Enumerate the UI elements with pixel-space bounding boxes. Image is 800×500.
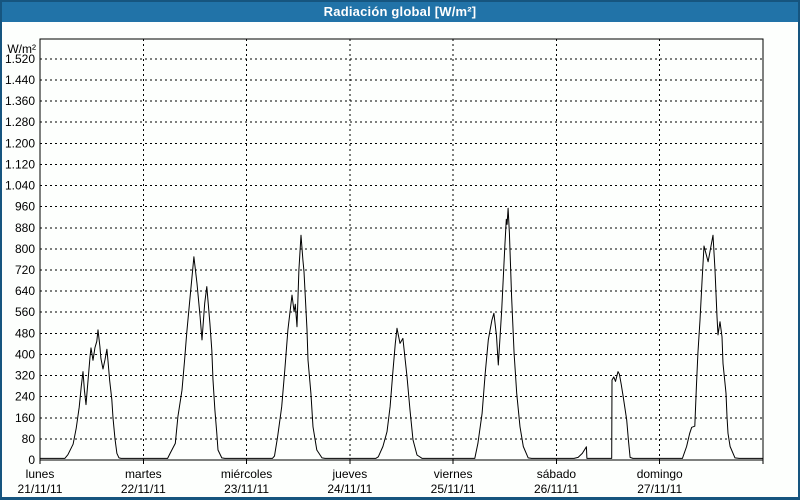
- y-tick-label: 800: [15, 242, 35, 256]
- y-tick-label: 560: [15, 305, 35, 319]
- y-tick-label: 960: [15, 200, 35, 214]
- day-date-label: 22/11/11: [121, 482, 166, 496]
- y-tick-label: 240: [15, 390, 35, 404]
- day-date-label: 25/11/11: [431, 482, 476, 496]
- radiation-curve: [40, 207, 763, 459]
- y-tick-label: 400: [15, 347, 35, 361]
- y-tick-label: 320: [15, 369, 35, 383]
- y-tick-label: 1.520: [5, 52, 35, 66]
- day-date-label: 26/11/11: [534, 482, 579, 496]
- day-date-label: 27/11/11: [637, 482, 682, 496]
- day-name-label: viernes: [434, 467, 473, 481]
- y-tick-label: 160: [15, 411, 35, 425]
- day-date-label: 24/11/11: [327, 482, 372, 496]
- y-tick-label: 1.360: [5, 94, 35, 108]
- y-tick-label: 880: [15, 221, 35, 235]
- y-tick-label: 640: [15, 284, 35, 298]
- y-tick-label: 720: [15, 263, 35, 277]
- y-tick-label: 1.280: [5, 115, 35, 129]
- y-tick-label: 0: [28, 453, 35, 467]
- day-name-label: sábado: [537, 467, 577, 481]
- plot-border: [39, 38, 764, 461]
- y-tick-label: 480: [15, 326, 35, 340]
- title-bar[interactable]: Radiación global [W/m²]: [0, 0, 800, 22]
- day-date-label: 21/11/11: [18, 482, 63, 496]
- y-axis-unit-label: W/m²: [7, 42, 36, 56]
- y-tick-label: 80: [22, 432, 36, 446]
- day-name-label: domingo: [637, 467, 683, 481]
- day-date-label: 23/11/11: [224, 482, 269, 496]
- y-tick-label: 1.200: [5, 136, 35, 150]
- day-name-label: miércoles: [221, 467, 272, 481]
- y-tick-label: 1.040: [5, 179, 35, 193]
- day-name-label: lunes: [26, 467, 55, 481]
- day-name-label: jueves: [332, 467, 368, 481]
- y-tick-label: 1.440: [5, 73, 35, 87]
- window-title: Radiación global [W/m²]: [323, 3, 477, 19]
- y-tick-label: 1.120: [5, 157, 35, 171]
- day-name-label: martes: [125, 467, 162, 481]
